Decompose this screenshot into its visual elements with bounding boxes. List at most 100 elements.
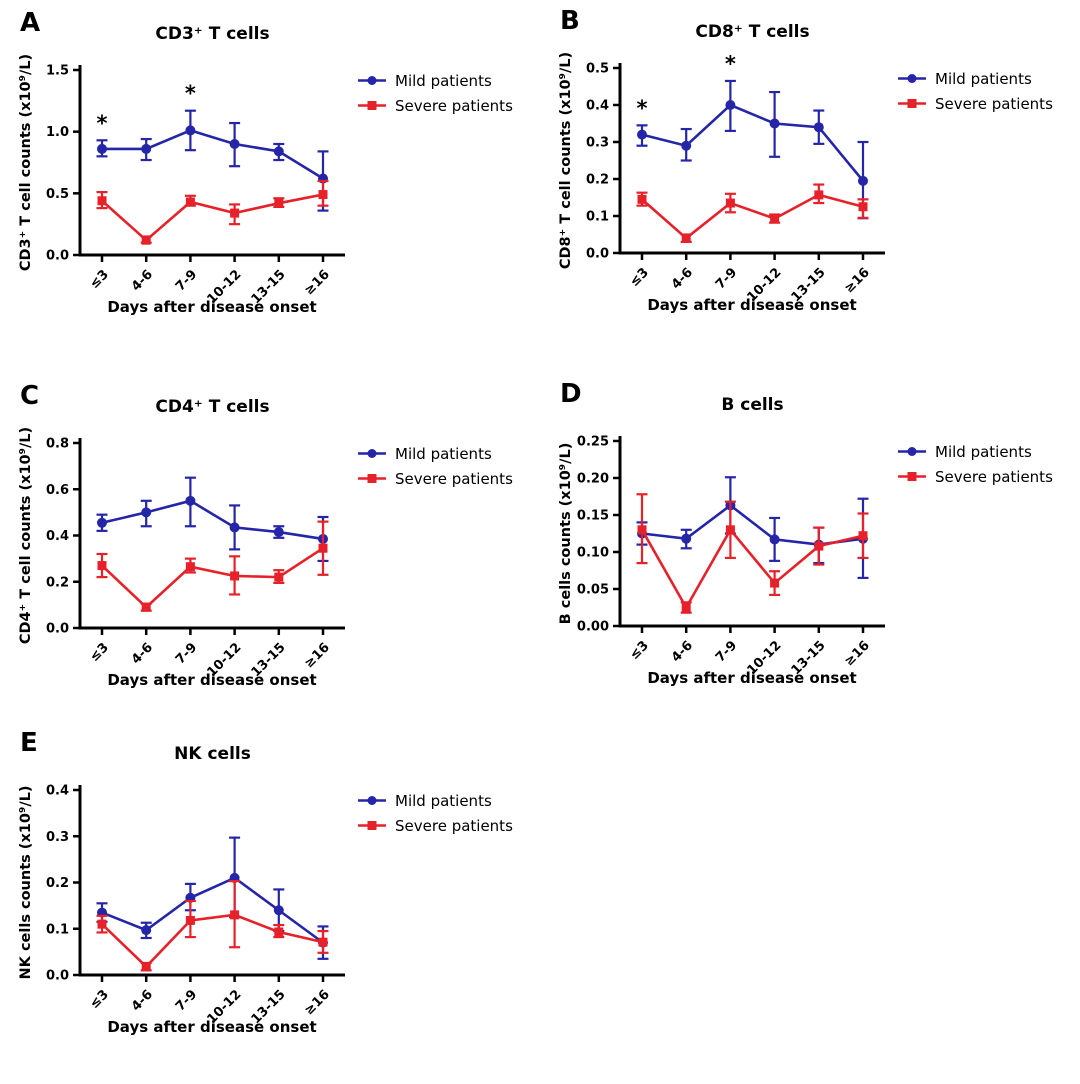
panel-letter: D [560,379,582,409]
severe-series-marker-icon [898,99,926,108]
svg-text:0.4: 0.4 [46,529,69,544]
panel-letter: C [20,381,40,411]
severe-series-marker-icon [358,474,386,483]
svg-text:0.5: 0.5 [586,62,609,77]
svg-text:≥16: ≥16 [842,265,873,296]
legend: Mild patients Severe patients [898,439,1053,489]
svg-text:CD4⁺ T cell counts (x10⁹/L): CD4⁺ T cell counts (x10⁹/L) [18,427,34,644]
svg-text:7-9: 7-9 [713,638,740,665]
legend: Mild patients Severe patients [358,441,513,491]
mild-series-marker-icon [898,447,926,456]
legend-item-mild: Mild patients [898,66,1053,91]
severe-series-marker-icon [358,101,386,110]
svg-text:0.0: 0.0 [46,249,69,264]
line-chart: 0.00.20.40.60.8≤3 4-6 7-9 10-12 13-15 ≥16CD4⁺… [18,427,345,680]
svg-text:7-9: 7-9 [173,987,200,1014]
svg-text:0.0: 0.0 [46,622,69,637]
svg-text:4-6: 4-6 [129,267,156,294]
svg-text:*: * [185,82,196,106]
x-axis-title: Days after disease onset [107,1018,317,1036]
legend-item-mild: Mild patients [898,439,1053,464]
line-chart: 0.000.050.100.150.200.25≤3 4-6 7-9 10-12 13-… [558,435,885,678]
svg-text:0.4: 0.4 [586,99,609,114]
panel-a: A CD3⁺ T cells 0.0 0.5 1.0 1.5 ≤3 4-6 7-9 10-12… [0,2,540,362]
x-axis-title: Days after disease onset [647,296,857,314]
svg-text:0.6: 0.6 [46,483,69,498]
svg-text:≤3: ≤3 [87,267,112,292]
svg-text:0.0: 0.0 [586,247,609,262]
svg-text:NK cells counts (x10⁹/L): NK cells counts (x10⁹/L) [18,786,34,980]
svg-text:≤3: ≤3 [87,987,112,1012]
svg-text:0.15: 0.15 [577,509,609,524]
legend-label-severe: Severe patients [395,469,513,488]
svg-text:4-6: 4-6 [129,987,156,1014]
panel-title: B cells [721,395,784,415]
legend-label-severe: Severe patients [935,467,1053,486]
legend-label-severe: Severe patients [395,96,513,115]
legend-item-severe: Severe patients [898,91,1053,116]
svg-text:0.10: 0.10 [577,546,609,561]
legend-label-mild: Mild patients [935,69,1032,88]
legend: Mild patients Severe patients [898,66,1053,116]
legend-item-severe: Severe patients [358,93,513,118]
svg-text:*: * [97,111,108,135]
panel-letter: A [20,8,41,38]
svg-text:7-9: 7-9 [173,267,200,294]
svg-text:≥16: ≥16 [842,638,873,669]
svg-text:0.2: 0.2 [46,575,69,590]
panel-e: E NK cells 0.0 0.1 0.2 0.3 0.4 ≤3 4-6 7-9 10-12 1… [0,722,540,1082]
severe-series-marker-icon [898,472,926,481]
mild-series-marker-icon [358,449,386,458]
svg-text:0.4: 0.4 [46,784,69,799]
svg-text:0.2: 0.2 [46,876,69,891]
panel-letter: B [560,6,580,36]
panel-title: CD8⁺ T cells [695,22,810,42]
svg-text:0.5: 0.5 [46,187,69,202]
panel-letter: E [20,728,38,758]
svg-text:0.8: 0.8 [46,437,69,452]
svg-text:≤3: ≤3 [87,640,112,665]
legend-item-severe: Severe patients [358,466,513,491]
legend-label-severe: Severe patients [935,94,1053,113]
svg-text:0.1: 0.1 [46,922,69,937]
legend-item-severe: Severe patients [898,464,1053,489]
svg-text:0.20: 0.20 [577,472,609,487]
svg-text:0.00: 0.00 [577,620,609,635]
panel-title: NK cells [174,744,251,764]
legend-label-mild: Mild patients [395,444,492,463]
mild-series-marker-icon [898,74,926,83]
svg-text:7-9: 7-9 [173,640,200,667]
svg-text:*: * [725,52,736,76]
svg-text:≤3: ≤3 [627,265,652,290]
svg-text:≥16: ≥16 [302,267,333,298]
legend-label-mild: Mild patients [395,791,492,810]
panel-b: B CD8⁺ T cells 0.0 0.1 0.2 0.3 0.4 0.5 ≤3 4-6 7-… [540,0,1080,360]
severe-series-marker-icon [358,821,386,830]
mild-series-marker-icon [358,796,386,805]
svg-text:1.0: 1.0 [46,125,69,140]
legend: Mild patients Severe patients [358,68,513,118]
svg-text:4-6: 4-6 [669,265,696,292]
legend-label-mild: Mild patients [935,442,1032,461]
legend-item-mild: Mild patients [358,68,513,93]
mild-series-marker-icon [358,76,386,85]
x-axis-title: Days after disease onset [107,298,317,316]
svg-text:0.05: 0.05 [577,583,609,598]
legend-item-severe: Severe patients [358,813,513,838]
x-axis-title: Days after disease onset [107,671,317,689]
legend-label-mild: Mild patients [395,71,492,90]
legend: Mild patients Severe patients [358,788,513,838]
panel-c: C CD4⁺ T cells 0.0 0.2 0.4 0.6 0.8 ≤3 4-6 7-9 10… [0,375,540,735]
svg-text:≤3: ≤3 [627,638,652,663]
x-axis-title: Days after disease onset [647,669,857,687]
svg-text:*: * [637,96,648,120]
panel-d: D B cells 0.00 0.05 0.10 0.15 0.20 0.25 ≤3 4-6 7… [540,373,1080,733]
svg-text:0.0: 0.0 [46,969,69,984]
svg-text:CD3⁺ T cell counts (x10⁹/L): CD3⁺ T cell counts (x10⁹/L) [18,54,34,271]
svg-text:0.3: 0.3 [46,830,69,845]
svg-text:B cells counts (x10⁹/L): B cells counts (x10⁹/L) [558,443,574,625]
svg-text:≥16: ≥16 [302,640,333,671]
svg-text:4-6: 4-6 [669,638,696,665]
